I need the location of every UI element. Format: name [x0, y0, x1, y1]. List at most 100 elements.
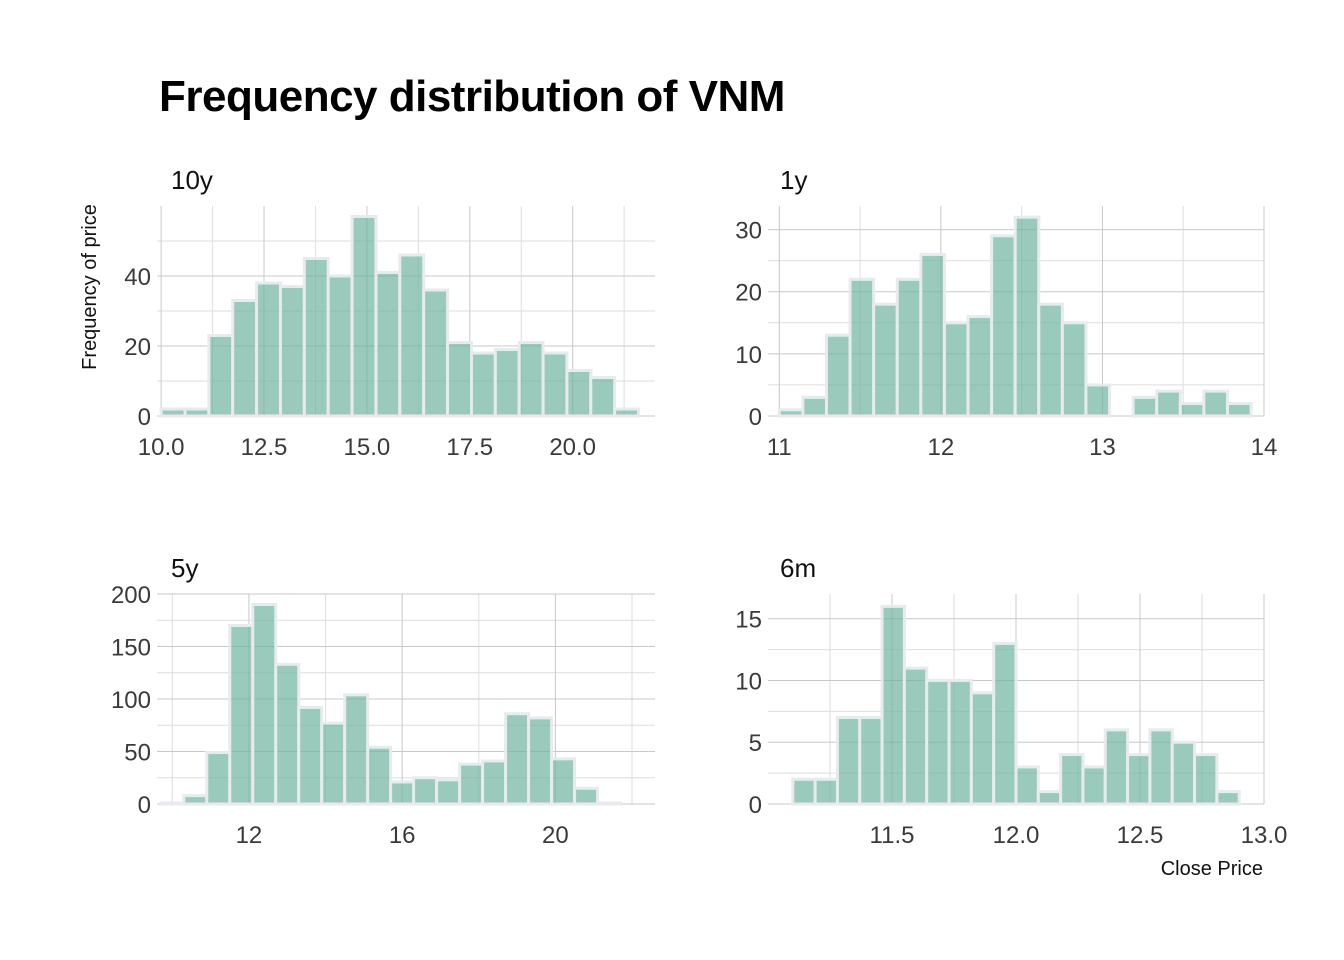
panel-10y: 10.0 12.5 15.0 17.5 20.0 0 20 40 10y: [124, 165, 655, 461]
y-tick-label: 10: [735, 668, 762, 695]
x-tick-label: 20: [542, 822, 569, 849]
histogram-bar: [1084, 383, 1112, 418]
y-tick-label: 10: [735, 342, 762, 369]
histogram-bar: [183, 407, 211, 418]
histogram-bar: [389, 780, 416, 806]
x-tick-label: 11.5: [870, 822, 915, 849]
histogram-bar: [1037, 302, 1064, 418]
histogram-bar: [919, 252, 946, 418]
panel-1y: 11 12 13 14 0 10 20 30 1y: [735, 165, 1277, 461]
facet-label: 1y: [780, 165, 807, 195]
histogram-bar: [159, 801, 186, 806]
histogram-bar: [550, 757, 577, 806]
histogram-bar: [1059, 753, 1085, 806]
histogram-bar: [231, 299, 259, 418]
histogram-bar: [326, 274, 354, 418]
histogram-bar: [1193, 753, 1219, 806]
histogram-bar: [969, 691, 996, 806]
histogram-bar: [813, 777, 839, 806]
histogram-bar: [1014, 765, 1040, 806]
chart-title: Frequency distribution of VNM: [159, 72, 785, 121]
x-tick-label: 20.0: [549, 434, 596, 461]
x-tick-label: 13.0: [1241, 822, 1288, 849]
histogram-bar: [398, 253, 426, 418]
x-tick-label: 13: [1089, 434, 1116, 461]
histogram-bar: [255, 281, 282, 418]
histogram-bar: [302, 257, 330, 418]
histogram-bar: [573, 786, 600, 806]
histogram-bar: [596, 801, 623, 806]
facet-label: 10y: [171, 165, 213, 195]
histogram-bar: [1036, 790, 1063, 806]
histogram-bar: [469, 351, 497, 418]
histogram-bar: [541, 351, 569, 418]
histogram-bar: [942, 321, 970, 418]
histogram-bar: [872, 302, 899, 418]
facet-label: 6m: [780, 553, 816, 583]
x-tick-label: 15.0: [344, 434, 391, 461]
histogram-bar: [1060, 321, 1088, 418]
histogram-bar: [274, 662, 301, 806]
y-tick-label: 200: [111, 582, 151, 609]
histogram-bar: [517, 341, 545, 418]
y-tick-label: 20: [124, 334, 151, 361]
x-tick-label: 17.5: [446, 434, 493, 461]
histogram-bar: [777, 408, 805, 418]
histogram-bar: [366, 745, 393, 806]
histogram-bar: [278, 285, 306, 418]
histogram-bar: [1225, 402, 1253, 418]
y-axis-title: Frequency of price: [79, 204, 101, 370]
y-tick-label: 0: [749, 404, 762, 431]
histogram-bar: [824, 333, 852, 418]
histogram-bar: [481, 759, 508, 806]
histogram-bar: [435, 778, 462, 806]
histogram-bar: [207, 334, 235, 418]
y-tick-label: 40: [124, 264, 151, 291]
x-tick-label: 12: [928, 434, 955, 461]
histogram-bar: [1081, 765, 1107, 806]
histogram-bar: [835, 716, 862, 806]
x-tick-label: 12.0: [993, 822, 1040, 849]
x-tick-label: 12.5: [1117, 822, 1164, 849]
histogram-bar: [589, 376, 617, 418]
histogram-bar: [1170, 740, 1197, 806]
histogram-bar: [902, 666, 929, 806]
y-tick-label: 0: [138, 792, 151, 819]
histogram-bar: [297, 705, 324, 806]
histogram-bar: [412, 776, 439, 806]
histogram-bar: [990, 234, 1017, 418]
histogram-bar: [895, 277, 923, 418]
histogram-bar: [1131, 395, 1159, 418]
histogram-bar: [205, 751, 232, 806]
histogram-bar: [182, 794, 209, 806]
x-tick-label: 10.0: [138, 434, 185, 461]
histogram-bar: [966, 315, 994, 418]
histogram-bar: [1202, 389, 1229, 418]
histogram-bar: [848, 277, 876, 418]
histogram-bar: [1103, 728, 1130, 806]
histogram-bar: [613, 407, 641, 418]
histogram-bar: [1148, 728, 1174, 806]
y-tick-label: 15: [735, 607, 762, 634]
histogram-bar: [1215, 790, 1241, 806]
panel-6m: 11.5 12.0 12.5 13.0 0 5 10 15 6m: [735, 553, 1287, 849]
histogram-bar: [504, 712, 531, 806]
histogram-bar: [228, 624, 255, 806]
y-tick-label: 30: [735, 218, 762, 245]
x-tick-label: 16: [389, 822, 416, 849]
x-tick-label: 11: [767, 434, 792, 461]
histogram-bar: [493, 348, 521, 418]
histogram-bar: [880, 604, 906, 806]
histogram-bar: [422, 288, 450, 418]
histogram-bar: [527, 716, 554, 806]
histogram-bar: [159, 407, 187, 418]
y-tick-label: 100: [111, 687, 151, 714]
y-tick-label: 20: [735, 280, 762, 307]
x-tick-label: 14: [1251, 434, 1278, 461]
histogram-bar: [446, 341, 473, 418]
histogram-bar: [458, 762, 485, 806]
histogram-bar: [565, 369, 593, 418]
histogram-bar: [801, 395, 828, 418]
